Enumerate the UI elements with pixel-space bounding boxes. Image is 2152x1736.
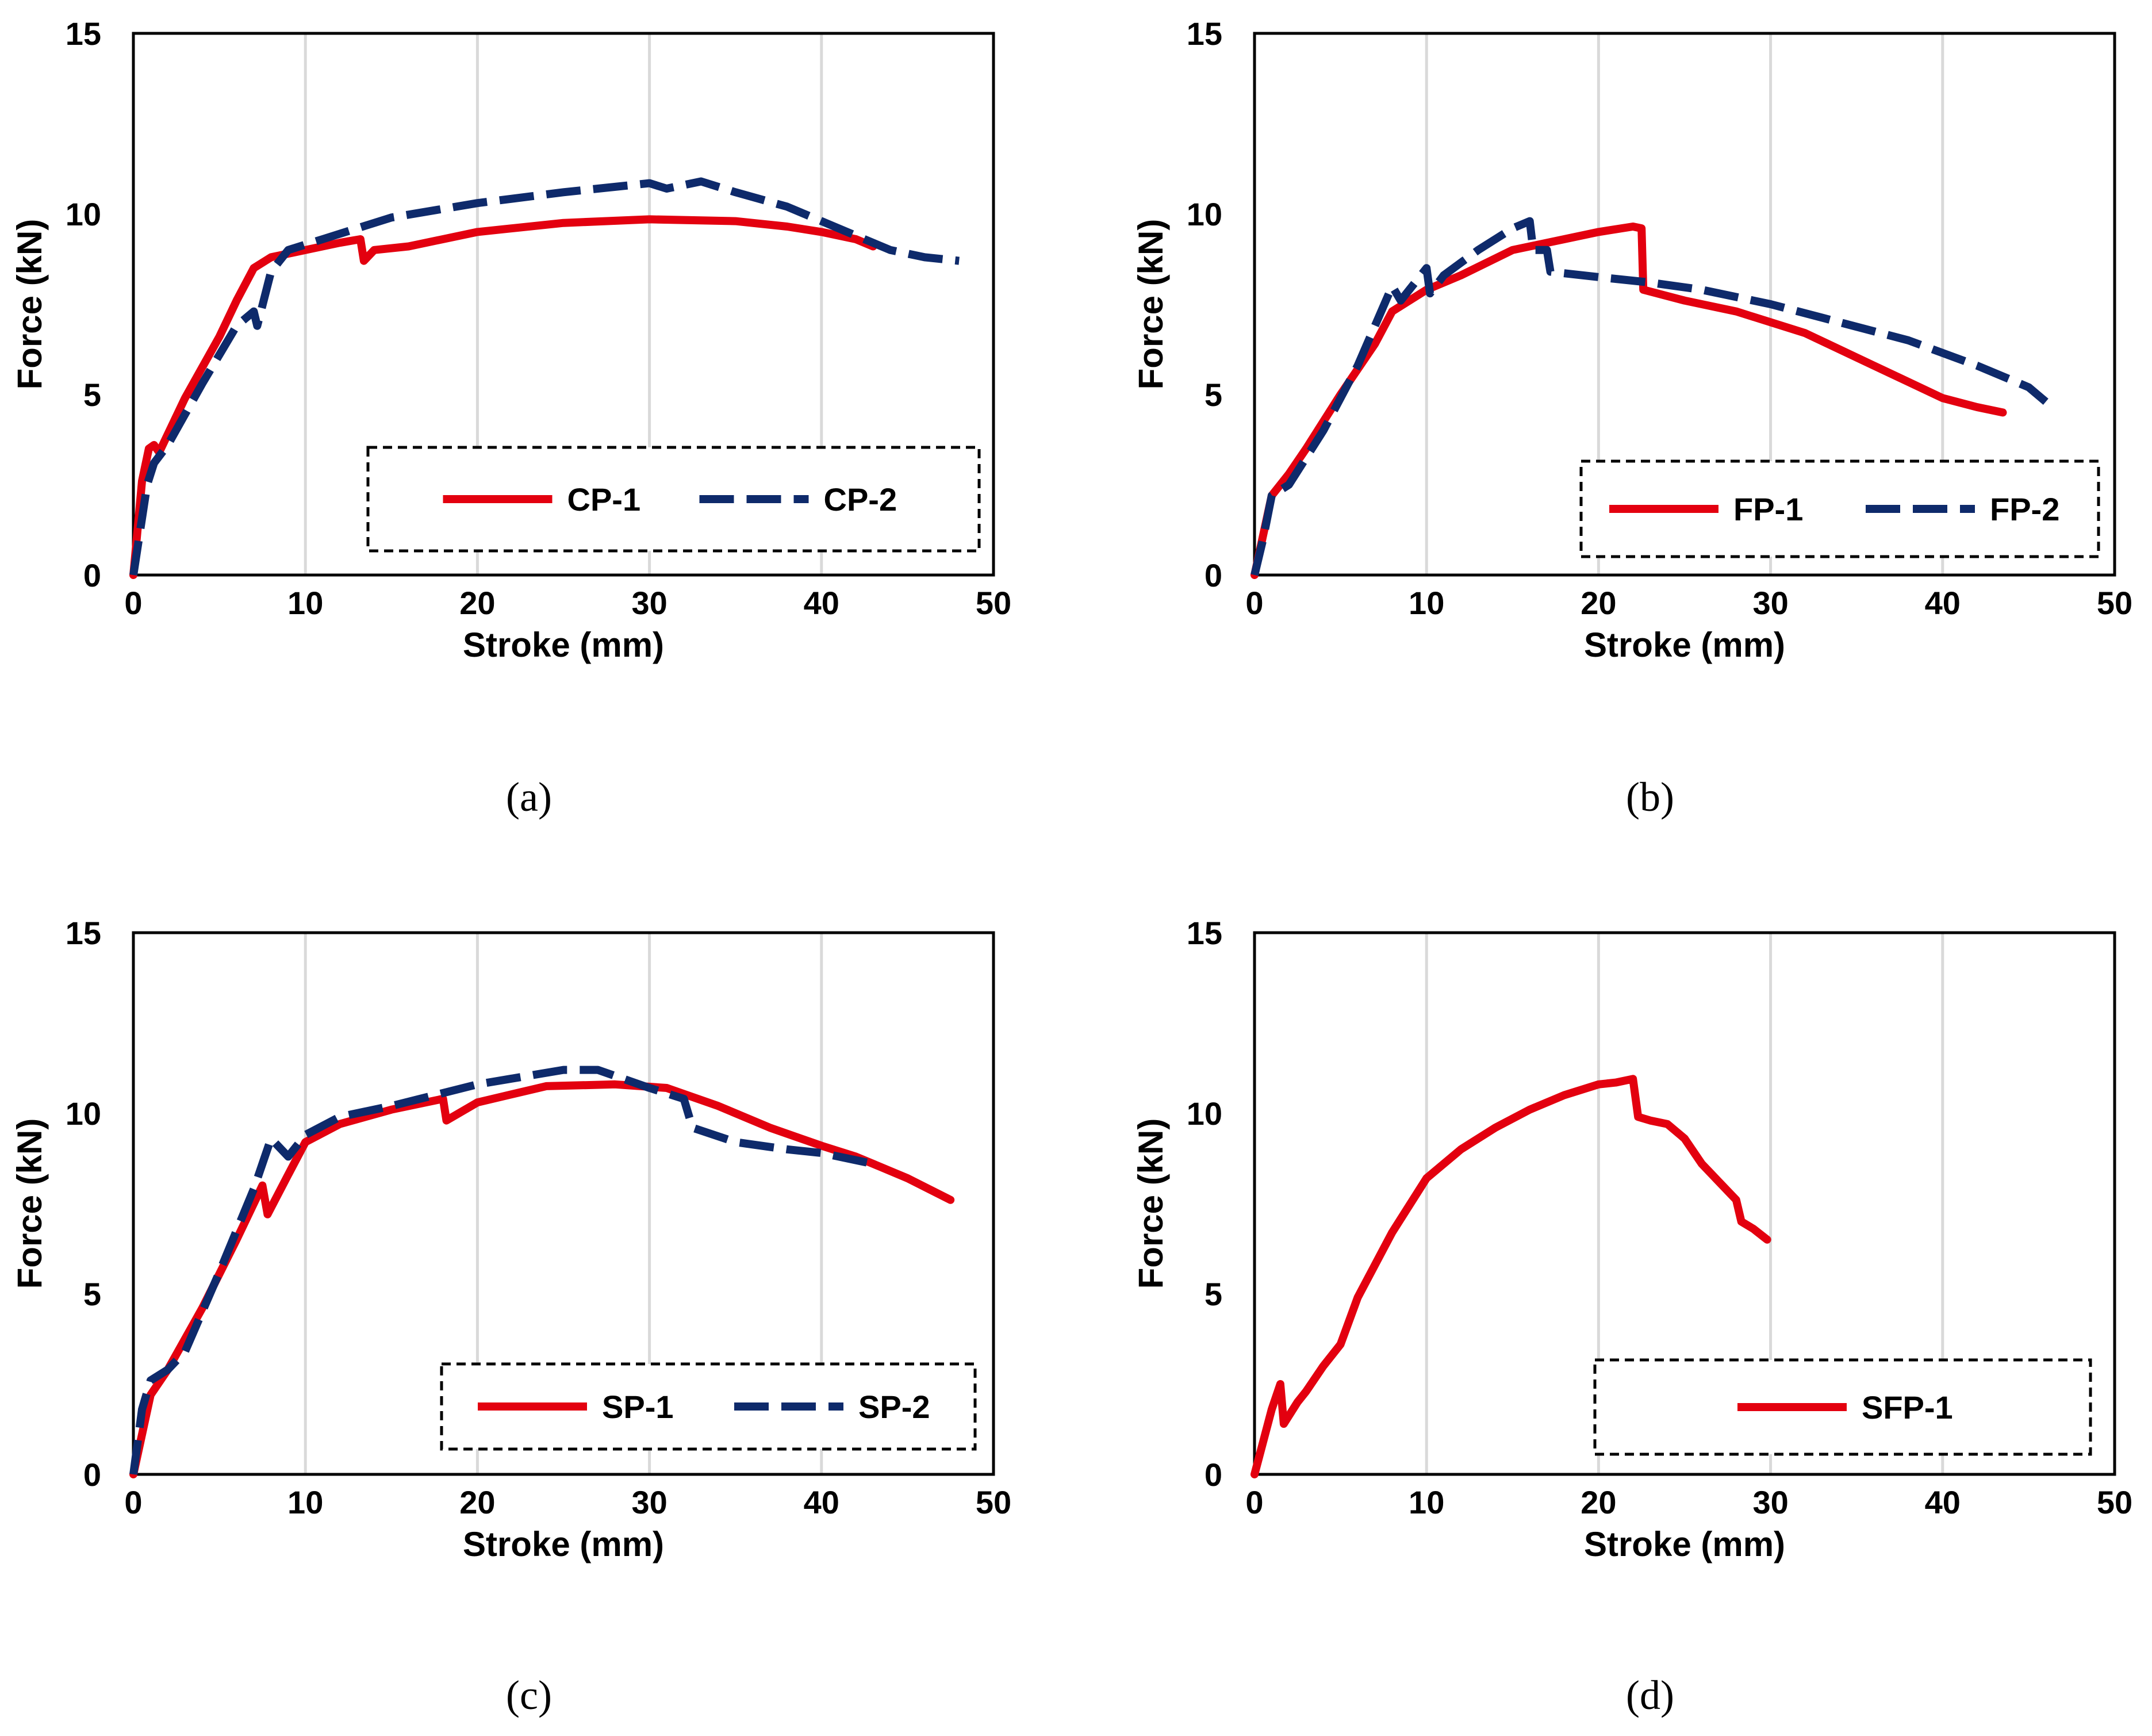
series-line-fp-2: [1250, 217, 2049, 576]
y-tick-label: 10: [66, 196, 101, 232]
y-tick-label: 10: [66, 1095, 101, 1132]
y-tick-label: 0: [1204, 1457, 1222, 1493]
x-tick-label: 0: [124, 1484, 142, 1520]
y-axis-title: Force (kN): [1131, 219, 1170, 390]
x-tick-label: 50: [2097, 1484, 2132, 1520]
y-tick-label: 15: [1187, 16, 1222, 52]
x-tick-label: 40: [1925, 1484, 1961, 1520]
y-tick-label: 15: [1187, 915, 1222, 951]
panel-b: 0 10 20 30 40 50 0 5 10 15 Stroke (mm) Force (kN) FP…: [1131, 16, 2132, 820]
plot-area: [132, 931, 995, 1476]
legend-label-fp-2: FP-2: [1990, 491, 2059, 527]
y-axis-title: Force (kN): [10, 1118, 49, 1289]
y-tick-label: 15: [66, 915, 101, 951]
x-tick-label: 10: [287, 1484, 323, 1520]
y-tick-label: 0: [83, 557, 101, 593]
x-axis-title: Stroke (mm): [1584, 626, 1785, 664]
panel-caption: (d): [1626, 1672, 1674, 1718]
y-tick-label: 10: [1187, 196, 1222, 232]
series-line-fp-1: [1250, 223, 2007, 579]
x-tick-label: 30: [631, 1484, 667, 1520]
series-line-sfp-1: [1250, 1075, 1771, 1478]
y-tick-label: 10: [1187, 1095, 1222, 1132]
y-tick-label: 5: [1204, 1276, 1222, 1312]
y-tick-label: 0: [83, 1457, 101, 1493]
x-tick-label: 10: [287, 585, 323, 621]
x-axis-title: Stroke (mm): [463, 626, 664, 664]
y-tick-label: 5: [83, 1276, 101, 1312]
legend-label-sp-1: SP-1: [602, 1389, 674, 1425]
legend-label-sfp-1: SFP-1: [1862, 1389, 1953, 1425]
plot-area: [132, 32, 995, 577]
legend-label-sp-2: SP-2: [858, 1389, 930, 1425]
panel-caption: (b): [1626, 774, 1674, 820]
x-tick-label: 20: [1581, 585, 1616, 621]
y-axis-title: Force (kN): [1131, 1118, 1170, 1289]
plot-area: [1253, 32, 2116, 577]
x-tick-label: 20: [459, 1484, 495, 1520]
x-tick-label: 40: [804, 1484, 839, 1520]
y-tick-label: 0: [1204, 557, 1222, 593]
x-tick-label: 50: [976, 585, 1011, 621]
x-tick-label: 20: [1581, 1484, 1616, 1520]
y-tick-label: 5: [1204, 377, 1222, 413]
x-tick-label: 30: [1752, 1484, 1788, 1520]
x-tick-label: 10: [1409, 585, 1444, 621]
legend-label-fp-1: FP-1: [1733, 491, 1803, 527]
x-tick-label: 10: [1409, 1484, 1444, 1520]
series-line-cp-2: [129, 177, 960, 576]
x-tick-label: 50: [2097, 585, 2132, 621]
x-tick-label: 50: [976, 1484, 1011, 1520]
y-tick-label: 15: [66, 16, 101, 52]
panel-caption: (a): [506, 774, 552, 820]
x-tick-label: 20: [459, 585, 495, 621]
panel-caption: (c): [506, 1672, 552, 1718]
x-tick-label: 30: [1752, 585, 1788, 621]
x-axis-title: Stroke (mm): [463, 1525, 664, 1563]
x-tick-label: 0: [124, 585, 142, 621]
y-axis-title: Force (kN): [10, 219, 49, 390]
series-line-sp-2: [129, 1066, 874, 1475]
panel-d: 0 10 20 30 40 50 0 5 10 15 Stroke (mm) Force (kN) SF…: [1131, 915, 2132, 1718]
panel-c: 0 10 20 30 40 50 0 5 10 15 Stroke (mm) Force (kN) SP…: [10, 915, 1011, 1718]
x-tick-label: 30: [631, 585, 667, 621]
y-tick-label: 5: [83, 377, 101, 413]
legend-label-cp-1: CP-1: [567, 481, 641, 518]
x-tick-label: 0: [1245, 1484, 1263, 1520]
legend-label-cp-2: CP-2: [824, 481, 897, 518]
plot-area: [1253, 931, 2116, 1476]
panel-a: 0 10 20 30 40 50 0 5 10 15 Stroke (mm) Force (kN) CP…: [10, 16, 1011, 820]
x-axis-title: Stroke (mm): [1584, 1525, 1785, 1563]
x-tick-label: 40: [804, 585, 839, 621]
x-tick-label: 0: [1245, 585, 1263, 621]
x-tick-label: 40: [1925, 585, 1961, 621]
